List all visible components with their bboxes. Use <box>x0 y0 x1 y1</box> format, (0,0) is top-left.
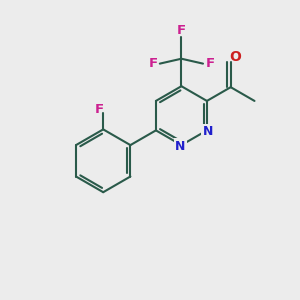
Text: F: F <box>177 24 186 37</box>
Text: F: F <box>148 57 158 70</box>
Text: F: F <box>95 103 104 116</box>
Text: O: O <box>230 50 242 64</box>
Text: F: F <box>205 57 214 70</box>
Text: N: N <box>175 140 186 153</box>
Text: N: N <box>203 125 213 138</box>
